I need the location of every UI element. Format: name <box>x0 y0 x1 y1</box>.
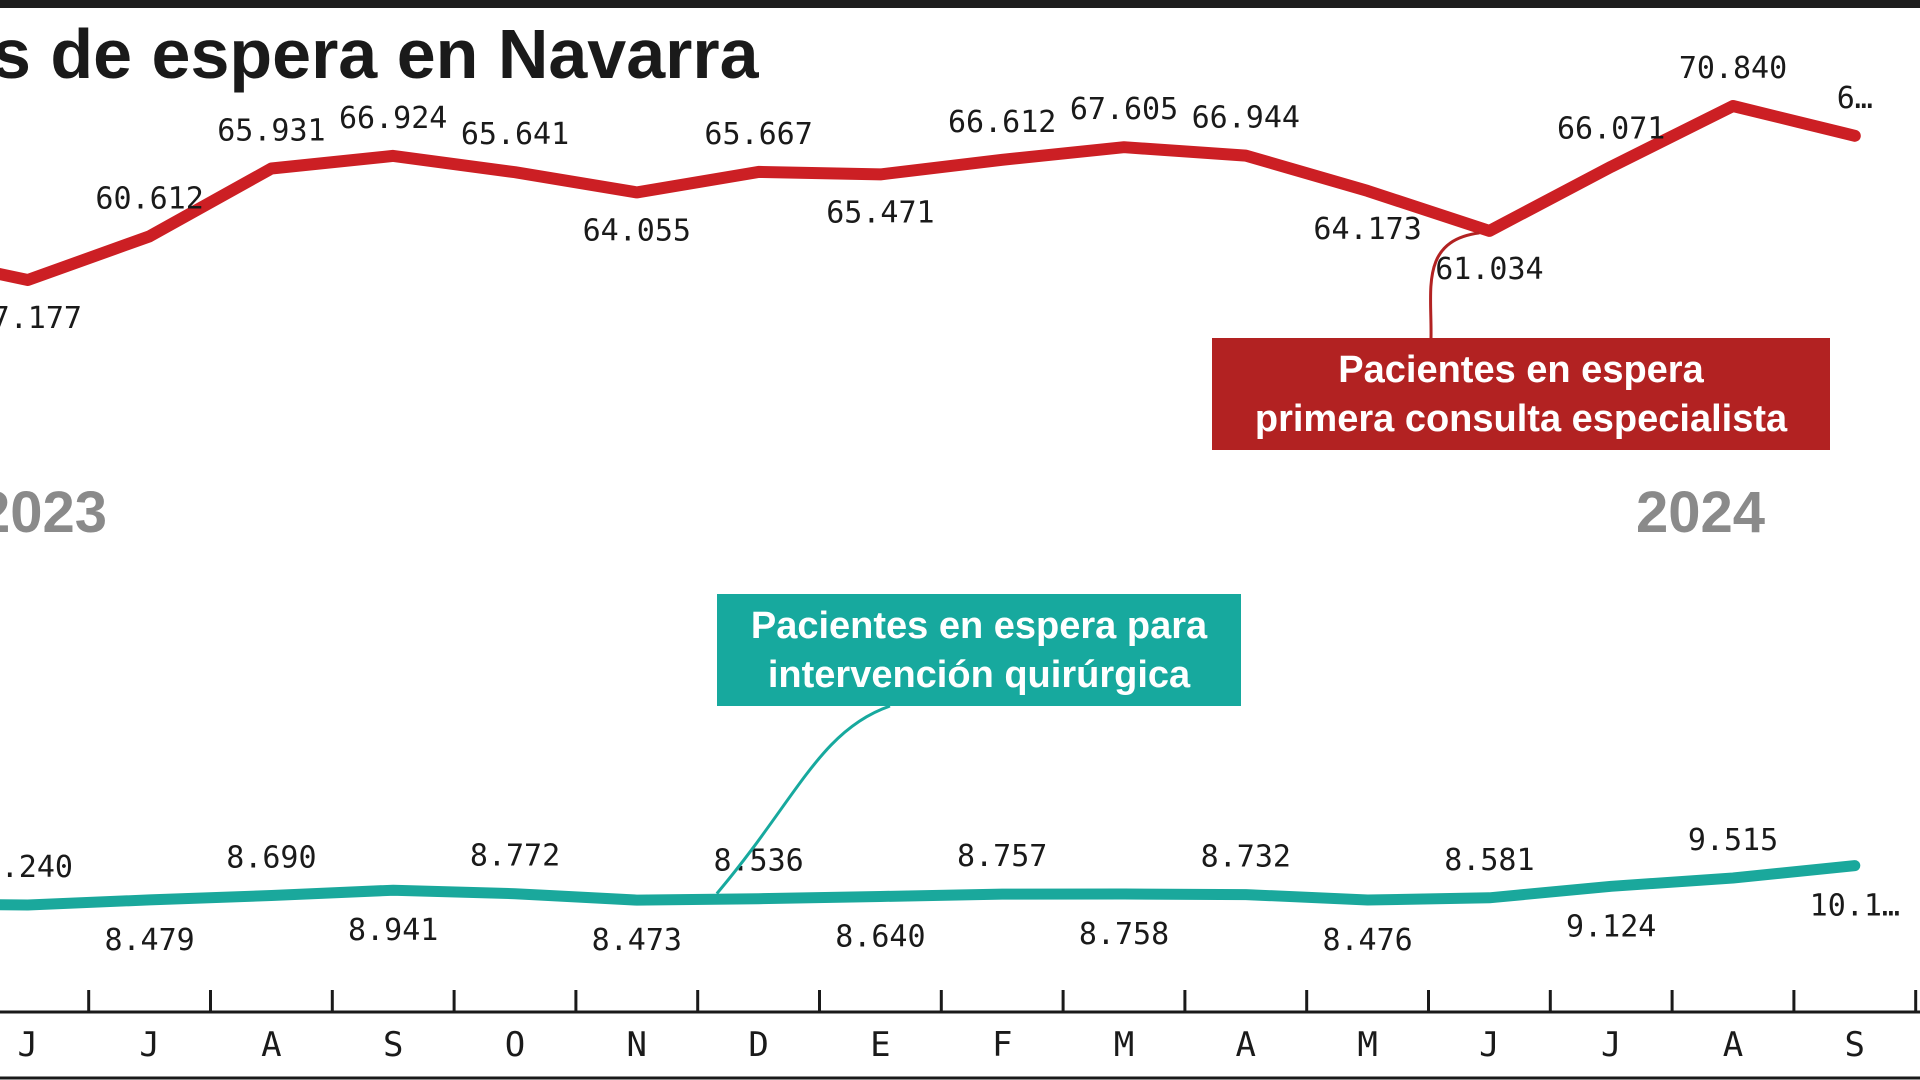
consulta-data-label: 64.055 <box>583 213 691 248</box>
x-tick-label: F <box>992 1025 1012 1065</box>
quirurgica-data-label: 8.473 <box>592 923 682 958</box>
consulta-data-label: 70.840 <box>1679 51 1787 86</box>
consulta-point <box>1488 229 1491 232</box>
x-tick-label: M <box>1357 1025 1377 1065</box>
consulta-data-label: 64.173 <box>1313 212 1421 247</box>
quirurgica-data-label: 9.124 <box>1566 909 1656 944</box>
quirurgica-data-label: 9.515 <box>1688 823 1778 858</box>
x-tick-label: S <box>1845 1025 1865 1065</box>
quirurgica-data-label: 8.536 <box>713 844 803 879</box>
quirurgica-data-label: 8.758 <box>1079 917 1169 952</box>
x-tick-label: A <box>261 1025 281 1065</box>
consulta-point <box>635 191 638 194</box>
x-tick-label: S <box>383 1025 403 1065</box>
x-tick-label: D <box>748 1025 768 1065</box>
consulta-point <box>392 154 395 157</box>
chart-title: s de espera en Navarra <box>0 15 760 93</box>
consulta-data-label: 6… <box>1837 81 1873 116</box>
quirurgica-data-label: 8.581 <box>1444 843 1534 878</box>
quirurgica-point <box>148 898 151 901</box>
consulta-data-label: 65.641 <box>461 117 569 152</box>
quirurgica-point <box>514 892 516 895</box>
quirurgica-data-label: 8.476 <box>1322 923 1412 958</box>
consulta-callout-leader <box>1429 231 1480 339</box>
quirurgica-data-label: 8.690 <box>226 841 316 876</box>
quirurgica-data-label: 8.732 <box>1201 840 1291 875</box>
consulta-point <box>26 279 29 281</box>
quirurgica-point <box>270 894 273 897</box>
year-labels: 2023 2024 <box>0 480 1765 545</box>
consulta-point <box>1001 158 1004 161</box>
consulta-data-label: 66.612 <box>948 105 1056 140</box>
quirurgica-point <box>1244 893 1247 896</box>
x-tick-label: A <box>1236 1025 1256 1065</box>
year-label-2024: 2024 <box>1636 480 1765 545</box>
x-tick-label: A <box>1723 1025 1743 1065</box>
quirurgica-data-label: 10.1… <box>1810 889 1900 924</box>
consulta-point <box>1853 134 1856 137</box>
consulta-data-label: 65.471 <box>826 195 934 230</box>
top-rule <box>0 0 1920 8</box>
consulta-data-label: 60.612 <box>95 181 203 216</box>
quirurgica-point <box>1610 885 1613 888</box>
x-tick-label: M <box>1114 1025 1134 1065</box>
x-tick-label: N <box>627 1025 647 1065</box>
quirurgica-point <box>1366 899 1369 901</box>
consulta-data-label: 65.667 <box>704 117 812 152</box>
quirurgica-point <box>392 889 395 892</box>
quirurgica-callout-line-1: Pacientes en espera para <box>751 605 1208 647</box>
quirurgica-callout-box <box>717 594 1241 706</box>
year-label-2023: 2023 <box>0 480 107 545</box>
quirurgica-point <box>26 904 29 906</box>
quirurgica-point <box>635 899 638 902</box>
consulta-point <box>1123 146 1125 149</box>
quirurgica-series-group: …8.2408.4798.6908.9418.7728.4738.5368.64… <box>0 823 1900 958</box>
quirurgica-point <box>1001 893 1004 896</box>
consulta-point <box>148 235 151 238</box>
consulta-point <box>1366 189 1369 192</box>
quirurgica-data-label: 8.640 <box>835 920 925 955</box>
x-tick-label: J <box>1601 1025 1621 1065</box>
x-tick-label: J <box>18 1025 38 1065</box>
consulta-point <box>879 173 882 176</box>
x-tick-label: E <box>870 1025 890 1065</box>
consulta-point <box>270 167 273 170</box>
consulta-data-label: 66.071 <box>1557 112 1665 147</box>
consulta-data-label: 67.605 <box>1070 92 1178 127</box>
x-tick-label: O <box>505 1025 525 1065</box>
consulta-point <box>514 171 516 174</box>
quirurgica-point <box>1488 896 1491 899</box>
consulta-data-label: 65.931 <box>217 114 325 149</box>
quirurgica-data-label: 8.240 <box>0 850 73 885</box>
consulta-callout-line-2: primera consulta especialista <box>1255 398 1788 440</box>
consulta-point <box>1244 154 1247 157</box>
x-tick-label: J <box>1479 1025 1499 1065</box>
quirurgica-point <box>1853 864 1856 867</box>
callouts-group: Pacientes en espera primera consulta esp… <box>715 231 1830 895</box>
consulta-data-label: 61.034 <box>1435 252 1543 287</box>
quirurgica-data-label: 8.941 <box>348 913 438 948</box>
consulta-callout-box <box>1212 338 1830 450</box>
quirurgica-callout-leader <box>715 704 891 895</box>
consulta-data-label: 57.177 <box>0 301 82 336</box>
quirurgica-data-label: 8.757 <box>957 839 1047 874</box>
quirurgica-data-label: 8.479 <box>104 923 194 958</box>
quirurgica-callout-line-2: intervención quirúrgica <box>768 654 1191 696</box>
consulta-callout-line-1: Pacientes en espera <box>1338 349 1704 391</box>
quirurgica-data-label: 8.772 <box>470 839 560 874</box>
consulta-point <box>1610 165 1613 168</box>
quirurgica-point <box>757 897 760 900</box>
consulta-point <box>1732 105 1734 107</box>
consulta-series-group: …19557.17760.61265.93166.92465.64164.055… <box>0 51 1873 336</box>
quirurgica-point <box>879 895 882 898</box>
consulta-point <box>757 170 760 173</box>
quirurgica-point <box>1123 893 1125 895</box>
consulta-data-label: 66.944 <box>1192 101 1300 136</box>
consulta-data-label: 66.924 <box>339 101 447 136</box>
x-tick-label: J <box>139 1025 159 1065</box>
quirurgica-point <box>1732 877 1734 879</box>
